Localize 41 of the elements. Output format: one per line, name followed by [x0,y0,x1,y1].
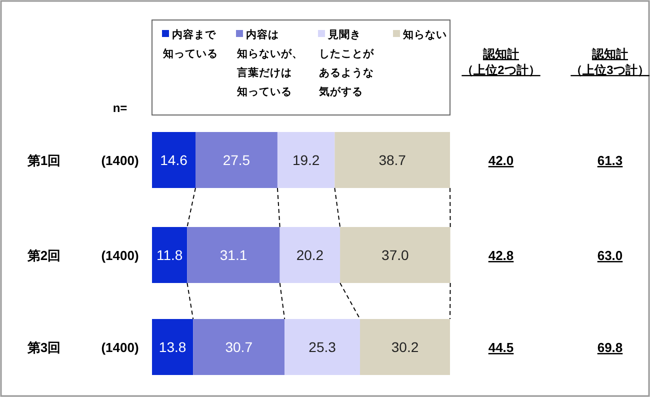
text: 42.8 [488,248,514,263]
text: (1400) [101,153,139,168]
legend-label: 内容まで知っている [162,28,218,60]
legend-label: 知らない [402,28,447,41]
bar [187,227,280,283]
text: 63.0 [597,248,623,263]
text: 42.0 [488,153,514,168]
bar [193,319,285,375]
legend-label: 内容は知らないが、言葉だけは知っている [236,28,303,98]
data-label: 30.7 [225,339,253,355]
data-label: 11.8 [156,247,183,263]
bar [152,227,188,283]
text: 61.3 [597,153,623,168]
bar [334,132,450,188]
bar [340,227,450,283]
y-tick-label: 第2回 [26,248,61,263]
text: 44.5 [488,340,514,355]
bar [277,132,335,188]
data-label: 20.2 [296,247,324,263]
data-label: 31.1 [220,247,248,263]
data-label: 38.7 [378,152,406,168]
bar [152,132,196,188]
data-label: 30.2 [391,339,419,355]
bar [280,227,340,283]
text: (1400) [101,340,139,355]
legend-label: 見聞きしたことがあるような気がする [318,28,375,98]
bar [360,319,450,375]
bar [152,319,194,375]
text: 69.8 [597,340,623,355]
data-label: 14.6 [160,152,188,168]
bar [284,319,360,375]
data-label: 27.5 [222,152,250,168]
data-label: 13.8 [158,339,186,355]
text: (1400) [101,248,139,263]
text: n= [112,101,128,115]
y-tick-label: 第1回 [26,153,61,168]
data-label: 37.0 [382,247,410,263]
data-label: 19.2 [292,152,320,168]
bar [196,132,278,188]
y-tick-label: 第3回 [26,340,61,355]
data-label: 25.3 [308,339,336,355]
